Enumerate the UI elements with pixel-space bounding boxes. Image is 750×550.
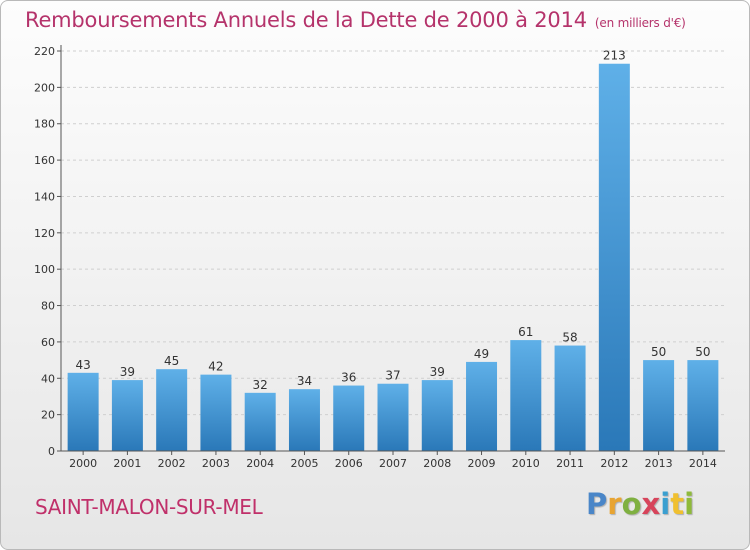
x-tick-label: 2012 bbox=[600, 457, 628, 470]
bar bbox=[510, 340, 542, 451]
bars: 43 39 45 42 32 34 36 37 39 49 61 58 213 50 50 bbox=[67, 49, 719, 452]
data-label: 37 bbox=[385, 369, 400, 383]
chart-subtitle: (en milliers d'€) bbox=[594, 16, 686, 30]
bar bbox=[333, 385, 365, 451]
x-tick-label: 2003 bbox=[202, 457, 230, 470]
data-label: 49 bbox=[474, 347, 489, 361]
x-tick-label: 2006 bbox=[335, 457, 363, 470]
bar bbox=[200, 374, 232, 451]
x-tick-label: 2010 bbox=[512, 457, 540, 470]
bar bbox=[421, 380, 453, 451]
y-tick-label: 160 bbox=[34, 154, 55, 167]
y-tick-label: 220 bbox=[34, 45, 55, 58]
y-tick-label: 80 bbox=[41, 300, 55, 313]
y-tick-label: 40 bbox=[41, 372, 55, 385]
y-tick-label: 180 bbox=[34, 118, 55, 131]
commune-name: SAINT-MALON-SUR-MEL bbox=[35, 495, 263, 519]
y-tick-label: 140 bbox=[34, 190, 55, 203]
x-tick-label: 2014 bbox=[689, 457, 717, 470]
y-tick-label: 60 bbox=[41, 336, 55, 349]
x-tick-label: 2013 bbox=[645, 457, 673, 470]
chart-title: Remboursements Annuels de la Dette de 20… bbox=[25, 8, 686, 32]
x-tick-label: 2008 bbox=[423, 457, 451, 470]
proxiti-logo: Proxiti bbox=[586, 487, 695, 521]
y-tick-label: 120 bbox=[34, 227, 55, 240]
bar bbox=[643, 360, 675, 451]
bar bbox=[598, 63, 630, 452]
y-tick-label: 0 bbox=[48, 445, 55, 458]
x-tick-label: 2005 bbox=[290, 457, 318, 470]
data-label: 32 bbox=[253, 378, 268, 392]
bar bbox=[377, 383, 409, 451]
data-label: 36 bbox=[341, 371, 356, 385]
data-label: 61 bbox=[518, 325, 533, 339]
bar bbox=[466, 361, 498, 451]
data-label: 43 bbox=[75, 358, 90, 372]
bar bbox=[687, 360, 719, 451]
data-label: 34 bbox=[297, 374, 312, 388]
x-tick-label: 2009 bbox=[468, 457, 496, 470]
x-tick-label: 2002 bbox=[158, 457, 186, 470]
x-tick-label: 2011 bbox=[556, 457, 584, 470]
x-tick-label: 2000 bbox=[69, 457, 97, 470]
x-tick-label: 2007 bbox=[379, 457, 407, 470]
data-label: 213 bbox=[603, 49, 626, 63]
data-label: 45 bbox=[164, 354, 179, 368]
data-label: 39 bbox=[430, 365, 445, 379]
bar bbox=[67, 372, 99, 451]
data-label: 50 bbox=[651, 345, 666, 359]
axes: 0 20 40 60 80 100 120 140 160 180 200 220 2000 2001 20… bbox=[34, 45, 725, 470]
data-label: 42 bbox=[208, 360, 223, 374]
y-tick-label: 20 bbox=[41, 409, 55, 422]
y-tick-label: 100 bbox=[34, 263, 55, 276]
bar bbox=[244, 392, 276, 451]
data-label: 50 bbox=[695, 345, 710, 359]
y-tick-label: 200 bbox=[34, 81, 55, 94]
bar bbox=[554, 345, 586, 451]
bar bbox=[288, 389, 320, 451]
data-label: 58 bbox=[562, 331, 577, 345]
bar bbox=[111, 380, 143, 451]
x-tick-label: 2001 bbox=[113, 457, 141, 470]
x-tick-label: 2004 bbox=[246, 457, 274, 470]
data-label: 39 bbox=[120, 365, 135, 379]
bar bbox=[156, 369, 188, 451]
